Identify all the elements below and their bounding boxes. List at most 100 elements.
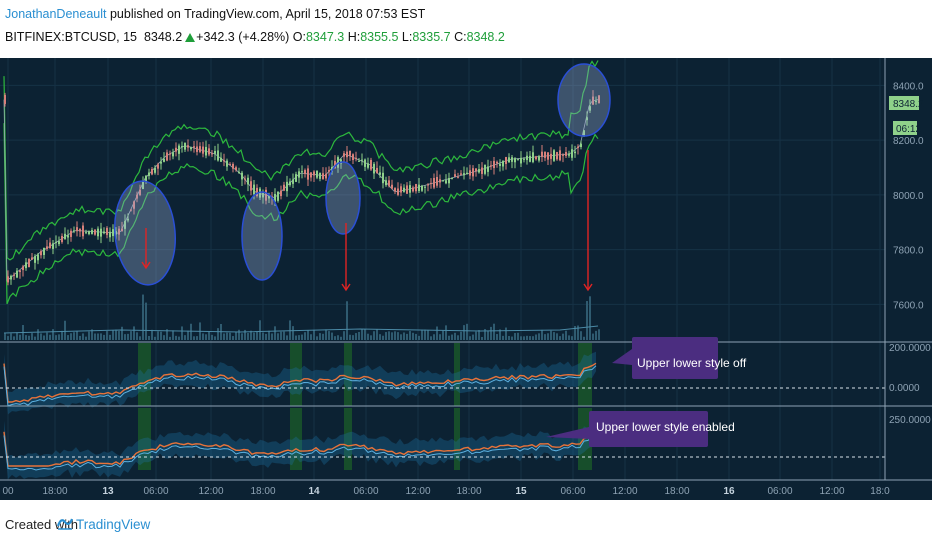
candle-body — [445, 180, 447, 184]
candle-body — [520, 157, 522, 164]
volume-bar — [589, 296, 591, 340]
candle-body — [127, 218, 129, 221]
volume-bar — [43, 335, 45, 340]
volume-bar — [523, 336, 525, 340]
x-tick-label: 18:00 — [456, 486, 481, 497]
volume-bar — [460, 331, 462, 340]
volume-bar — [97, 333, 99, 340]
up-triangle-icon — [185, 33, 196, 42]
volume-bar — [169, 336, 171, 340]
volume-bar — [445, 325, 447, 340]
footer: Created with TradingView — [0, 500, 932, 550]
volume-bar — [520, 336, 522, 340]
candle-body — [574, 151, 576, 154]
signal-zone — [344, 343, 352, 406]
candle-body — [310, 172, 312, 178]
x-tick-label: 14 — [308, 486, 320, 497]
volume-bar — [19, 334, 21, 340]
volume-bar — [580, 331, 582, 340]
volume-bar — [469, 336, 471, 340]
volume-bar — [271, 333, 273, 340]
candle-body — [163, 158, 165, 162]
volume-bar — [247, 333, 249, 340]
candle-body — [160, 161, 162, 164]
chart-svg[interactable]: 8400.0 8200.0 8000.0 7800.0 7600.0 200.0000 0.… — [0, 58, 932, 500]
candle-body — [481, 167, 483, 174]
price-badge-bg — [889, 96, 919, 110]
candle-body — [4, 94, 6, 104]
candle-body — [130, 209, 132, 211]
osc1-band — [4, 351, 596, 415]
volume-bar — [556, 333, 558, 340]
volume-bar — [406, 333, 408, 340]
candle-body — [334, 160, 336, 169]
x-tick-label: 12:00 — [198, 486, 223, 497]
candle-body — [391, 184, 393, 189]
candle-body — [538, 156, 540, 161]
candle-body — [592, 96, 594, 105]
volume-bar — [430, 336, 432, 340]
volume-bar — [415, 333, 417, 340]
volume-bar — [157, 331, 159, 340]
candle-body — [202, 146, 204, 154]
candle-body — [274, 193, 276, 202]
volume-bar — [166, 329, 168, 340]
panel1-tick-label: 200.0000 — [889, 343, 931, 354]
candle-body — [457, 176, 459, 178]
volume-bar — [439, 334, 441, 340]
candle-body — [49, 242, 51, 249]
author-link[interactable]: JonathanDeneault — [5, 7, 107, 21]
chart-area[interactable]: 8400.0 8200.0 8000.0 7800.0 7600.0 200.0000 0.… — [0, 58, 932, 500]
candle-body — [79, 228, 81, 232]
volume-bar — [16, 332, 18, 340]
candle-body — [319, 172, 321, 179]
y-tick-label: 7600.0 — [893, 300, 924, 311]
candle-body — [376, 167, 378, 174]
candle-body — [475, 168, 477, 172]
candle-body — [598, 95, 600, 104]
candle-body — [568, 154, 570, 156]
price-badges: 8348.2 06:12 — [889, 96, 924, 135]
y-tick-label: 8200.0 — [893, 136, 924, 147]
candle-body — [493, 160, 495, 169]
volume-bar — [448, 335, 450, 340]
callout-off-shape — [612, 337, 718, 379]
volume-bar — [7, 336, 9, 340]
candle-body — [172, 152, 174, 157]
volume-bar — [352, 335, 354, 340]
volume-bar — [235, 331, 237, 340]
signal-highlights — [138, 343, 592, 470]
volume-bar — [373, 331, 375, 340]
candle-body — [115, 231, 117, 235]
candle-body — [415, 184, 417, 192]
x-tick-label: 18:0 — [870, 486, 890, 497]
volume-bar — [382, 335, 384, 340]
candle-body — [388, 180, 390, 186]
candle-body — [421, 185, 423, 191]
volume-bar — [82, 333, 84, 340]
signal-zone — [578, 343, 592, 406]
candle-body — [181, 146, 183, 148]
candle-body — [427, 184, 429, 186]
open-label: O: — [292, 30, 306, 44]
x-tick-label: 12:00 — [405, 486, 430, 497]
candle-body — [289, 181, 291, 186]
volume-bar — [268, 330, 270, 340]
candle-body — [580, 143, 582, 147]
volume-bar — [466, 323, 468, 340]
symbol-label[interactable]: BITFINEX:BTCUSD, 15 — [5, 30, 137, 44]
candle-body — [145, 175, 147, 182]
volume-bar — [490, 326, 492, 340]
volume-bar — [58, 334, 60, 340]
volume-bar — [304, 332, 306, 340]
volume-bar — [487, 330, 489, 340]
candle-body — [142, 180, 144, 190]
x-tick-label: 06:00 — [767, 486, 792, 497]
callout-enabled-shape — [546, 411, 708, 447]
volume-bar — [34, 336, 36, 340]
volume-bar — [307, 330, 309, 340]
volume-bar — [4, 333, 6, 340]
grid — [0, 58, 885, 480]
volume-bar — [343, 331, 345, 340]
tradingview-brand[interactable]: TradingView — [76, 517, 151, 532]
